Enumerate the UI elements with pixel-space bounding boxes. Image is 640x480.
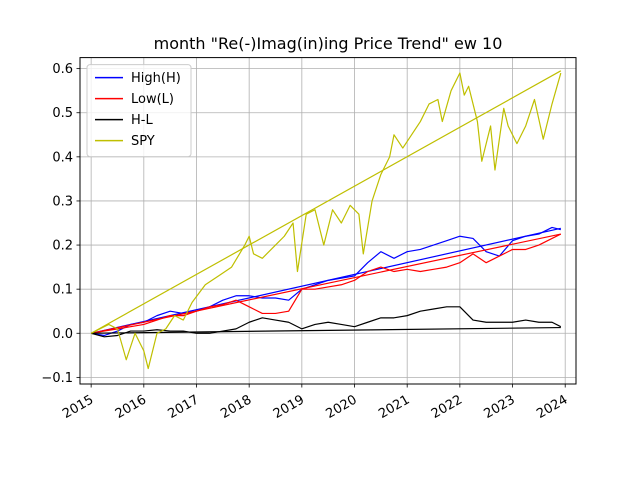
y-axis: −0.1 0.0 0.1 0.2 0.3 0.4 0.5 0.6 — [41, 62, 80, 386]
series-line-spy — [90, 72, 562, 370]
legend-label: Low(L) — [131, 92, 174, 107]
y-tick-label: 0.3 — [52, 194, 73, 209]
legend-label: High(H) — [131, 71, 181, 86]
legend-label: H-L — [131, 113, 153, 128]
trend-line-spy — [90, 70, 562, 334]
y-tick-label: 0.1 — [52, 283, 73, 298]
legend-box — [86, 64, 192, 158]
y-tick-label: 0.0 — [52, 327, 73, 342]
trend-line-h-l — [91, 326, 561, 334]
chart-title: month "Re(-)Imag(in)ing Price Trend" ew … — [154, 34, 503, 53]
y-tick-label: −0.1 — [41, 371, 73, 386]
y-tick-label: 0.2 — [52, 239, 73, 254]
plot-frame — [79, 57, 577, 385]
y-tick-label: 0.4 — [52, 150, 73, 165]
y-tick-label: 0.6 — [52, 62, 73, 77]
series-line-h-l — [90, 306, 562, 338]
series-line-low-l — [91, 233, 562, 334]
y-tick-label: 0.5 — [52, 106, 73, 121]
trend-line-low-l — [91, 233, 561, 334]
legend: High(H) Low(L) H-L SPY — [86, 64, 192, 158]
series-lines — [90, 70, 562, 370]
legend-label: SPY — [131, 134, 155, 149]
